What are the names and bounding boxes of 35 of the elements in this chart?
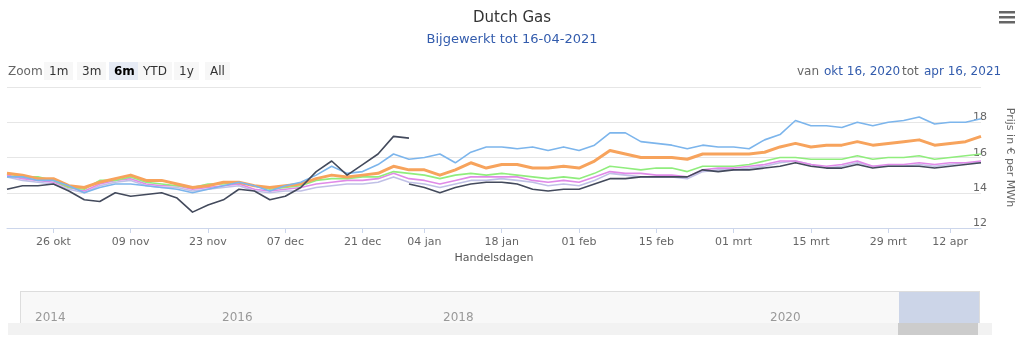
x-tick-label: 04 jan	[407, 235, 442, 248]
y-tick-label: 16	[973, 145, 987, 159]
y-tick-label: 12	[973, 216, 987, 229]
text: Zoom	[8, 64, 43, 78]
x-tick-label: 15 mrt	[792, 235, 831, 248]
x-tick-label: 29 mrt	[869, 235, 908, 248]
chart-title: Dutch Gas	[472, 7, 552, 26]
x-tick-label: 23 nov	[189, 235, 228, 248]
x-tick-label: 01 feb	[561, 235, 597, 248]
text: okt 16, 2020	[824, 64, 901, 78]
x-tick-label: 18 jan	[484, 235, 519, 248]
x-tick-label: 01 mrt	[715, 235, 753, 248]
x-tick-label: 07 dec	[266, 235, 304, 248]
text: 2018	[443, 310, 474, 324]
text: 3m	[77, 62, 107, 80]
x-tick-label: 26 okt	[35, 235, 72, 248]
text: tot	[902, 64, 919, 78]
x-tick-label: 09 nov	[111, 235, 151, 248]
x-axis-title: Handelsdagen	[454, 251, 534, 264]
text: 2016	[222, 310, 253, 324]
text: van	[797, 64, 820, 78]
text: 1y	[174, 62, 199, 80]
text: 2020	[770, 310, 801, 324]
chart-subtitle: Bijgewerkt tot 16-04-2021	[426, 31, 598, 46]
text: 2014	[35, 310, 66, 324]
x-tick-label: 12 apr	[932, 235, 969, 248]
text: 1m	[44, 62, 74, 80]
text: 6m	[109, 62, 140, 80]
text: apr 16, 2021	[924, 64, 1002, 78]
y-axis-title: Prijs in € per MWh	[1004, 107, 1017, 208]
text: All	[205, 62, 230, 80]
text: YTD	[138, 62, 172, 80]
x-tick-label: 15 feb	[638, 235, 674, 248]
x-tick-label: 21 dec	[343, 235, 382, 248]
y-tick-label: 14	[973, 180, 987, 194]
